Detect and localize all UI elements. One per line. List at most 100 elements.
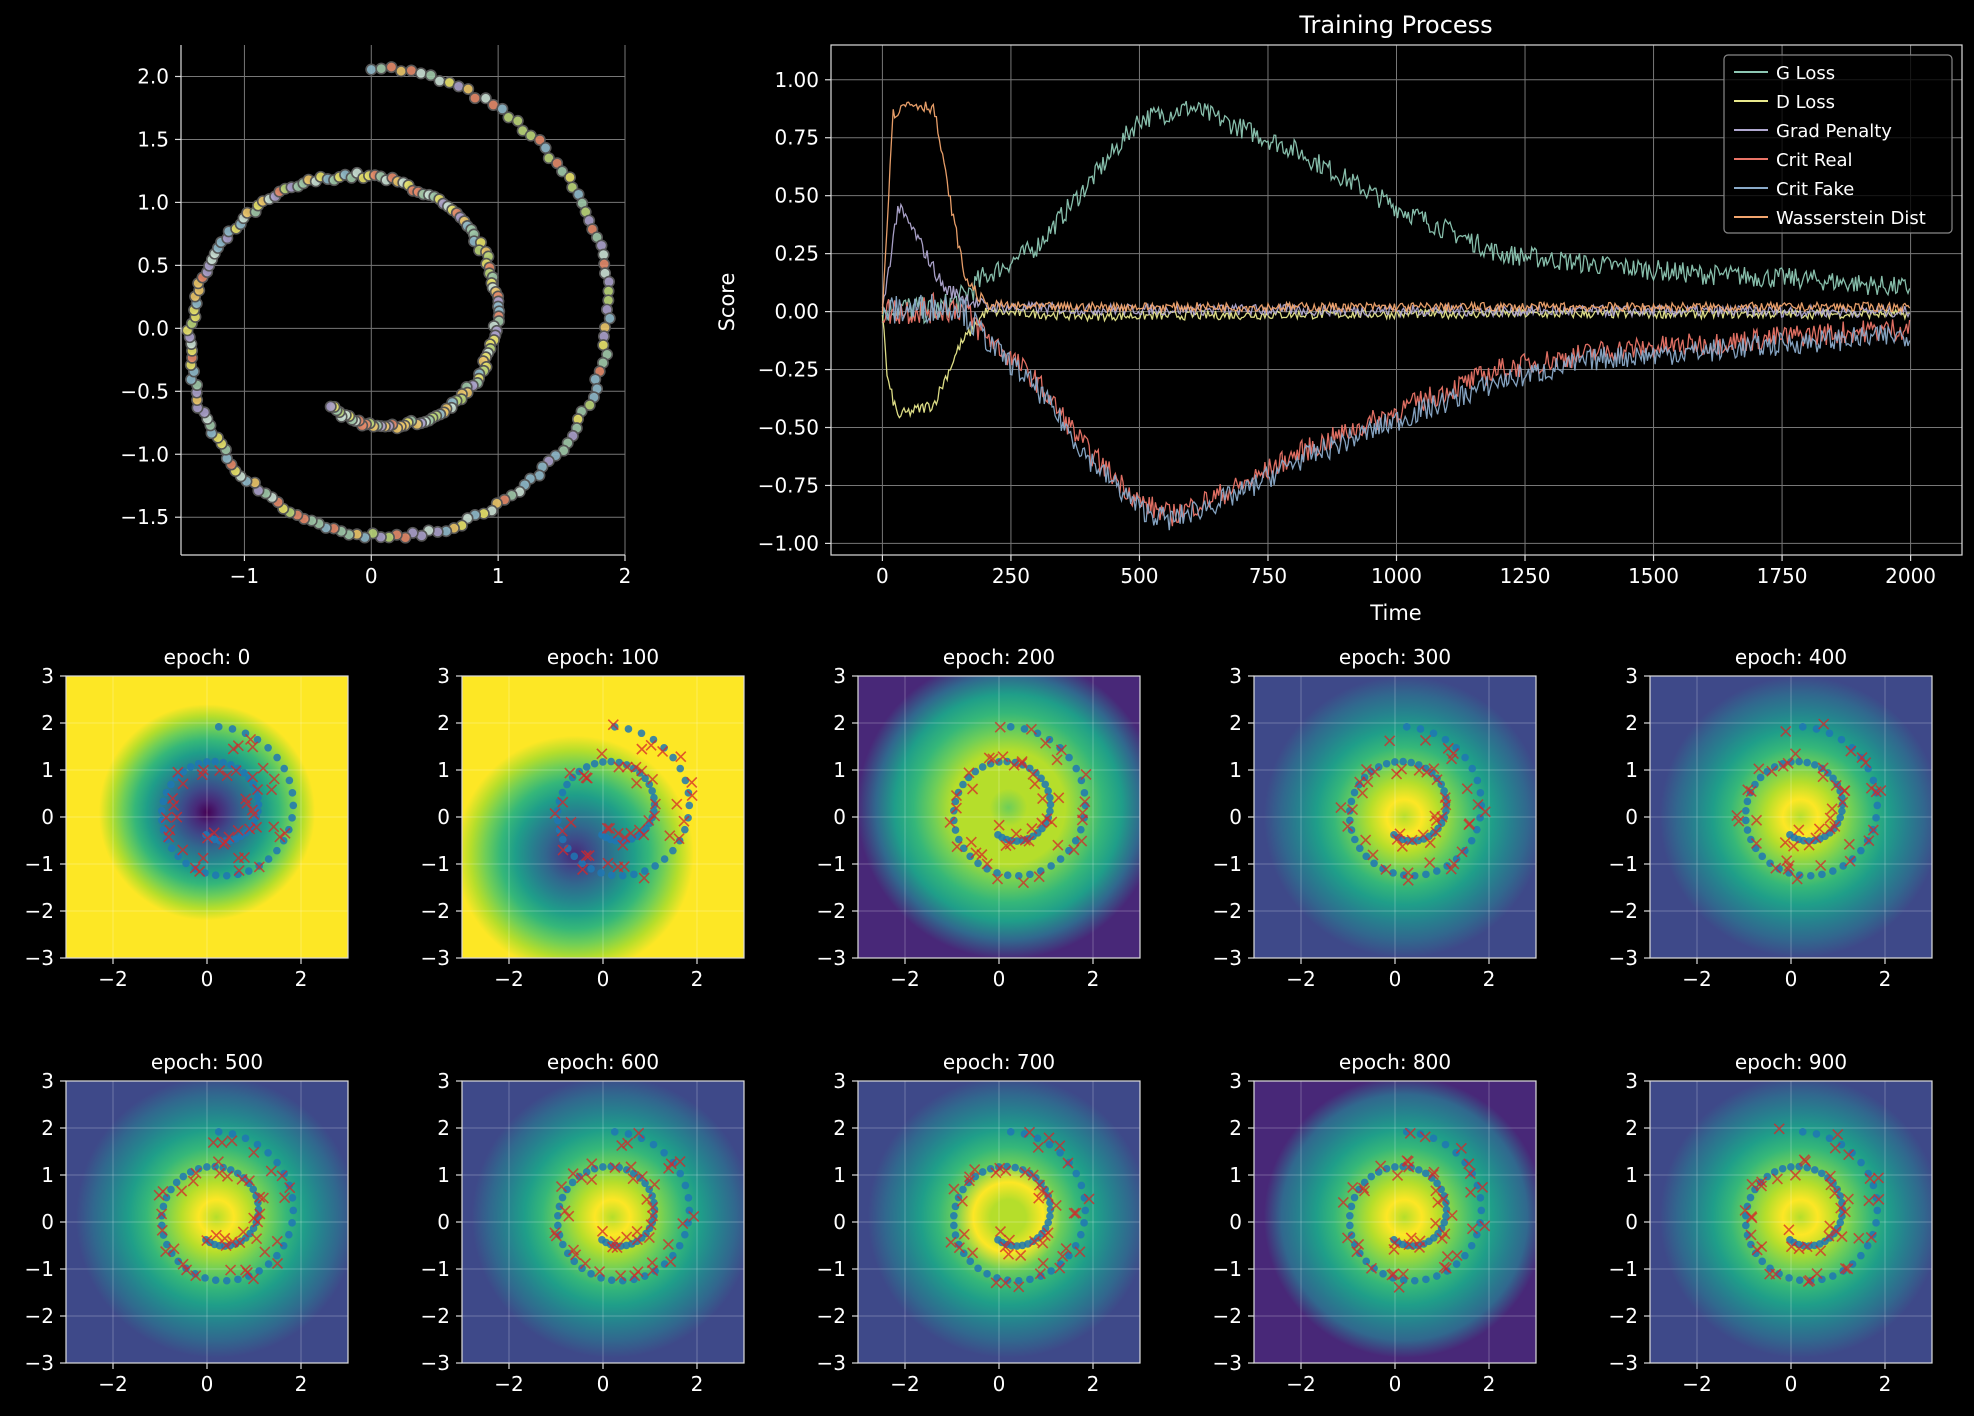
epoch-real-point xyxy=(1787,1163,1795,1171)
epoch-fake-point xyxy=(1351,1246,1363,1258)
epoch-x-tick-label: −2 xyxy=(890,967,919,991)
epoch-fake-point xyxy=(190,1167,202,1179)
epoch-real-point xyxy=(1452,1260,1461,1268)
epoch-heatmap xyxy=(1254,676,1536,958)
epoch-y-tick-label: 3 xyxy=(1229,664,1242,688)
epoch-real-point xyxy=(587,865,595,873)
epoch-fake-point xyxy=(647,1210,659,1222)
epoch-x-tick-label: 0 xyxy=(597,967,610,991)
epoch-x-tick-label: 2 xyxy=(1087,1372,1100,1396)
epoch-real-point xyxy=(971,1172,980,1181)
epoch-panel: epoch: 100 −2 0 2 −3 −2 −1 0 1 2 3 xyxy=(421,645,745,991)
epoch-real-point xyxy=(676,1169,685,1178)
epoch-fake-point xyxy=(1033,871,1045,883)
epoch-fake-point xyxy=(675,751,687,763)
epoch-panel-title: epoch: 700 xyxy=(943,1050,1055,1074)
spiral-point xyxy=(462,83,475,96)
epoch-real-point xyxy=(1758,852,1767,861)
epoch-real-point xyxy=(1065,753,1073,762)
epoch-real-point xyxy=(1389,869,1397,877)
epoch-real-point xyxy=(578,859,586,868)
epoch-real-point xyxy=(228,1130,237,1138)
epoch-real-point xyxy=(1080,789,1089,797)
epoch-real-point xyxy=(1747,835,1755,844)
epoch-fake-point xyxy=(1479,1220,1491,1232)
epoch-heatmap xyxy=(1650,676,1932,958)
epoch-y-tick-label: 0 xyxy=(41,1210,54,1234)
epoch-real-point xyxy=(1798,723,1807,731)
epoch-fake-point xyxy=(970,847,982,859)
legend-label-d-loss: D Loss xyxy=(1776,92,1835,113)
epoch-y-tick-label: −3 xyxy=(25,1351,54,1375)
epoch-fake-point xyxy=(963,1175,975,1187)
epoch-fake-point xyxy=(616,1139,628,1152)
epoch-fake-point xyxy=(1405,1232,1417,1244)
epoch-real-point xyxy=(1347,1202,1356,1211)
epoch-fake-point xyxy=(677,1217,689,1230)
epoch-fake-point xyxy=(1839,1206,1851,1218)
spiral-points xyxy=(181,61,616,544)
spiral-y-tick-label: −0.5 xyxy=(120,379,169,403)
spiral-point xyxy=(533,133,546,146)
epoch-real-point xyxy=(222,1276,231,1285)
epoch-fake-point xyxy=(564,767,576,779)
epoch-real-point xyxy=(598,1236,606,1244)
epoch-fake-point xyxy=(248,1146,260,1158)
epoch-fake-point xyxy=(1404,1127,1416,1139)
epoch-real-point xyxy=(273,1158,281,1167)
epoch-real-point xyxy=(950,816,958,825)
epoch-y-tick-label: 0 xyxy=(833,1210,846,1234)
spiral-y-tick-label: −1.0 xyxy=(120,442,169,466)
epoch-real-point xyxy=(1829,774,1837,783)
epoch-y-tick-label: 1 xyxy=(1229,1163,1242,1187)
epoch-fake-point xyxy=(657,745,669,757)
epoch-fake-point xyxy=(1360,834,1372,846)
epoch-fake-point xyxy=(226,1135,238,1147)
epoch-real-point xyxy=(159,797,168,806)
legend-label-grad-penalty: Grad Penalty xyxy=(1776,121,1892,142)
epoch-fake-point xyxy=(987,753,999,765)
epoch-fake-point xyxy=(1815,1245,1827,1257)
legend-box xyxy=(1723,54,1953,234)
epoch-real-point xyxy=(1825,729,1834,738)
epoch-fake-point xyxy=(556,825,568,837)
epoch-y-tick-label: −1 xyxy=(1609,1257,1638,1281)
training-x-axis-label: Time xyxy=(1369,601,1421,625)
epoch-fake-point xyxy=(1029,778,1041,790)
epoch-real-point xyxy=(582,763,591,771)
epoch-real-point xyxy=(285,1181,294,1190)
epoch-y-tick-label: 0 xyxy=(1625,1210,1638,1234)
epoch-real-point xyxy=(1077,1181,1086,1190)
epoch-fake-point xyxy=(594,1265,606,1278)
epoch-real-point xyxy=(1476,789,1485,797)
epoch-fake-point xyxy=(557,844,569,856)
epoch-fake-point xyxy=(1867,824,1879,836)
epoch-fake-point xyxy=(1419,734,1432,747)
epoch-real-point xyxy=(1818,870,1826,879)
epoch-panel-title: epoch: 900 xyxy=(1735,1050,1847,1074)
epoch-fake-point xyxy=(1033,1192,1045,1204)
epoch-fake-point xyxy=(1080,768,1092,781)
training-series-wasserstein-dist xyxy=(881,101,1911,315)
epoch-fake-point xyxy=(1440,1262,1452,1274)
epoch-y-tick-label: 2 xyxy=(437,711,450,735)
epoch-real-point xyxy=(1848,1149,1856,1157)
epoch-fake-point xyxy=(1347,1181,1359,1193)
epoch-fake-point xyxy=(1842,1193,1854,1205)
epoch-real-point xyxy=(1056,1149,1064,1157)
epoch-fake-point xyxy=(1401,1155,1413,1167)
epoch-real-point xyxy=(1020,725,1029,733)
epoch-real-point xyxy=(1350,788,1359,797)
epoch-y-tick-label: 1 xyxy=(1625,1163,1638,1187)
epoch-fake-point xyxy=(549,1227,561,1239)
epoch-real-point xyxy=(1374,1168,1383,1176)
epoch-panel-title: epoch: 0 xyxy=(164,645,251,669)
epoch-fake-point xyxy=(1865,1231,1877,1243)
epoch-fake-point xyxy=(1826,803,1838,815)
training-chart-title: Training Process xyxy=(1298,11,1492,39)
epoch-real-point xyxy=(986,1164,995,1173)
epoch-fake-point xyxy=(1019,1166,1031,1178)
epoch-real-point xyxy=(1461,753,1469,762)
epoch-fake-point xyxy=(1417,829,1429,841)
